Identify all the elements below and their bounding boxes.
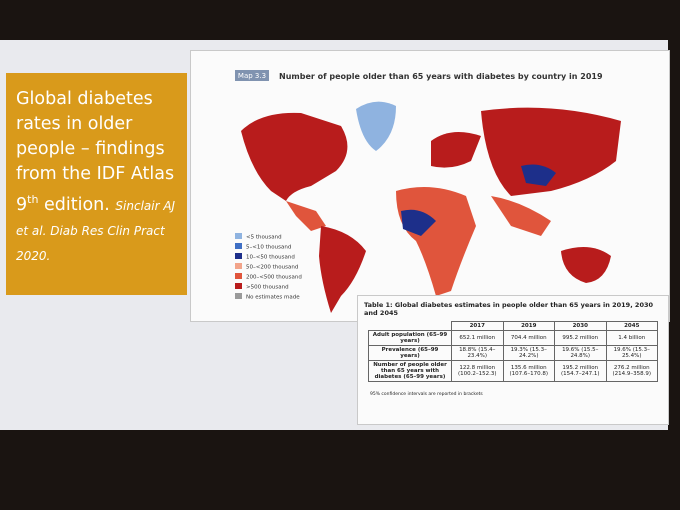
header-cell: 2030: [554, 321, 607, 331]
mongolia: [521, 164, 556, 186]
table-cell: 276.2 million (214.9–358.9): [605, 360, 658, 382]
world-map: [241, 101, 621, 313]
legend-swatch: [235, 233, 242, 239]
table-row: Adult population (65–99 years) 652.1 mill…: [368, 330, 658, 346]
legend-swatch: [235, 273, 242, 279]
map: Map 3.3 Number of people older than 65 y…: [235, 70, 621, 313]
table-cell: 135.6 million (107.6–170.8): [502, 360, 555, 382]
title-box: Global diabetes rates in older people – …: [6, 73, 187, 295]
legend-swatch: [235, 283, 242, 289]
legend-label: <5 thousand: [246, 235, 282, 241]
europe: [431, 132, 481, 168]
map-label-bg: [235, 70, 269, 81]
africa: [396, 187, 476, 296]
central-america: [286, 201, 326, 231]
table-row: Number of people older than 65 years wit…: [368, 360, 658, 382]
row-header: Number of people older than 65 years wit…: [368, 360, 452, 382]
legend-label: 50–<200 thousand: [246, 265, 298, 271]
heading-sup: th: [27, 193, 39, 206]
legend: <5 thousand 5–<10 thousand 10–<50 thousand…: [235, 233, 302, 301]
table-cell: 195.2 million (154.7–247.1): [554, 360, 607, 382]
heading: Global diabetes rates in older people – …: [16, 89, 175, 215]
header-cell: [369, 322, 452, 331]
south-america: [319, 226, 366, 313]
table-cell: 18.8% (15.4–23.4%): [451, 345, 504, 361]
table-cell: 652.1 million: [451, 330, 504, 346]
row-header: Prevalence (65–99 years): [368, 345, 452, 361]
legend-label: No estimates made: [246, 295, 300, 301]
heading: edition.: [44, 194, 110, 215]
map-panel: Map 3.3 Number of people older than 65 y…: [190, 50, 670, 322]
slide: Global diabetes rates in older people – …: [0, 40, 670, 430]
row-header: Adult population (65–99 years): [368, 330, 452, 346]
legend-label: 200–<500 thousand: [246, 275, 302, 281]
header-row: 2017 2019 2030 2045: [369, 321, 658, 331]
legend-swatch: [235, 263, 242, 269]
asia-north: [481, 107, 621, 196]
table-cell: 995.2 million: [554, 330, 607, 346]
legend-label: 5–<10 thousand: [246, 245, 291, 251]
table-cell: 19.3% (15.3–24.2%): [502, 345, 555, 361]
table-row: Prevalence (65–99 years) 18.8% (15.4–23.4…: [368, 345, 658, 361]
legend-swatch: [235, 243, 242, 249]
table-panel: Table 1: Global diabetes estimates in pe…: [357, 295, 669, 425]
table-cell: 704.4 million: [502, 330, 555, 346]
header-cell: 2019: [502, 321, 555, 331]
table-title: Table 1: Global diabetes estimates in pe…: [364, 301, 654, 317]
australia: [561, 247, 611, 283]
table-cell: 122.8 million (100.2–152.3): [451, 360, 504, 382]
map-label: Map 3.3: [238, 72, 266, 80]
table-cell: 19.6% (15.5–24.8%): [554, 345, 607, 361]
footnote: 95% confidence intervals are reported in…: [370, 392, 483, 397]
legend-swatch: [235, 253, 242, 259]
map-title: Number of people older than 65 years wit…: [279, 72, 603, 81]
north-america: [241, 112, 348, 201]
legend-label: 10–<50 thousand: [246, 255, 295, 261]
south-asia: [491, 196, 551, 236]
legend-label: >500 thousand: [246, 285, 289, 291]
west-africa: [401, 209, 436, 236]
greenland: [356, 101, 396, 151]
legend-swatch: [235, 293, 242, 299]
table-cell: 1.4 billion: [605, 330, 658, 346]
table: 2017 2019 2030 2045 Adult population (65–99 …: [368, 321, 658, 382]
table-cell: 19.6% (15.3–25.4%): [605, 345, 658, 361]
header-cell: 2045: [605, 321, 658, 331]
citation: Sinclair AJ et al. Diab Res Clin Pract 2…: [16, 198, 176, 263]
header-cell: 2017: [451, 321, 504, 331]
